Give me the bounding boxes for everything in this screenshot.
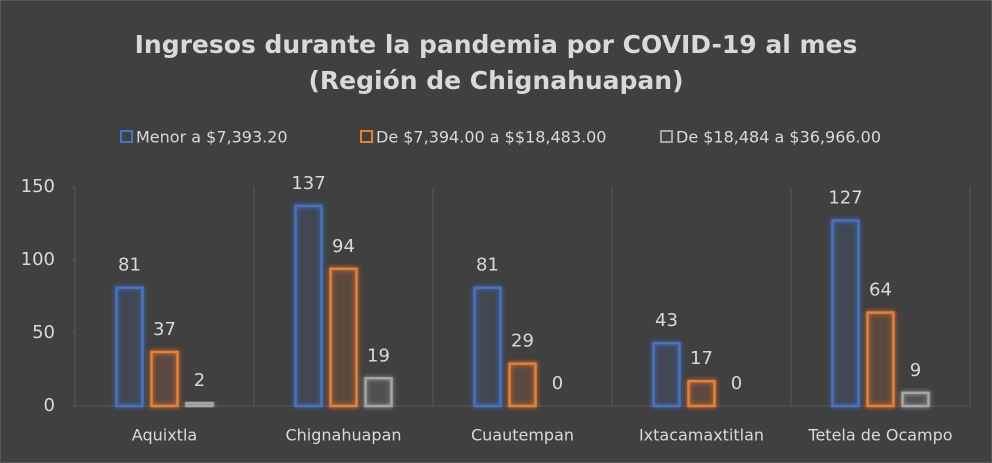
data-label: 43 [655,310,678,331]
data-label: 37 [153,319,176,340]
data-label: 17 [690,348,713,369]
bar [364,377,393,408]
legend-swatch [660,130,673,143]
legend-swatch [360,130,373,143]
data-label: 19 [367,345,390,366]
data-label: 94 [332,236,355,257]
data-label: 2 [194,370,205,391]
data-label: 81 [476,255,499,276]
data-label: 127 [828,188,862,209]
data-label: 0 [731,373,742,394]
x-tick-label: Ixtacamaxtitlan [639,426,764,445]
legend-label: Menor a $7,393.20 [136,128,288,147]
legend-swatch [120,130,133,143]
legend-label: De $18,484 a $36,966.00 [676,128,881,147]
bar [652,341,681,408]
x-tick-label: Chignahuapan [285,426,401,445]
x-tick-label: Cuautempan [471,426,574,445]
y-tick-label: 50 [32,322,55,343]
bar [687,379,716,408]
bar [329,267,358,408]
bar [115,286,144,408]
bar [831,219,860,408]
bar [150,350,179,408]
bar [866,311,895,408]
data-label: 81 [118,255,141,276]
legend-label: De $7,394.00 a $$18,483.00 [376,128,606,147]
bar [508,362,537,408]
bar [473,286,502,408]
data-label: 137 [291,173,325,194]
y-tick-label: 0 [44,395,55,416]
data-label: 9 [910,360,921,381]
y-tick-label: 100 [21,249,55,270]
data-label: 64 [869,280,892,301]
chart-title: Ingresos durante la pandemia por COVID-1… [135,30,858,59]
bar [185,401,214,408]
bar [901,391,930,408]
data-label: 29 [511,331,534,352]
x-tick-label: Aquixtla [132,426,197,445]
chart-title: (Región de Chignahuapan) [308,66,683,95]
y-tick-label: 150 [21,176,55,197]
data-label: 0 [552,373,563,394]
bar [294,204,323,408]
x-tick-label: Tetela de Ocampo [807,426,952,445]
